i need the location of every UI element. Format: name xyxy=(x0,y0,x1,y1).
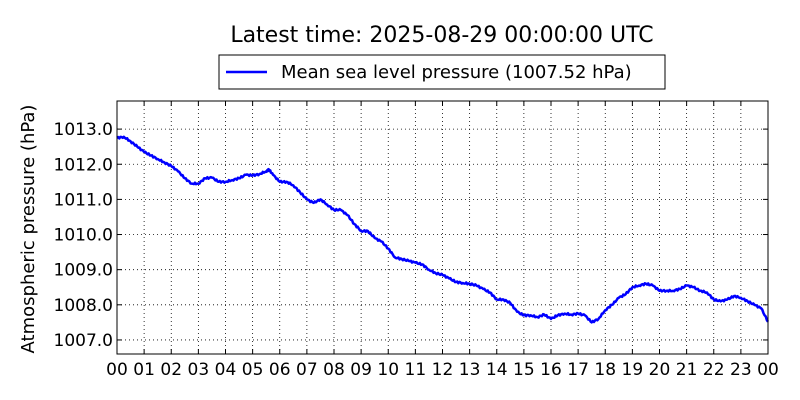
ticks xyxy=(116,101,769,354)
plot-frame xyxy=(116,100,769,355)
x-tick-label: 07 xyxy=(296,360,318,380)
x-tick-label: 16 xyxy=(540,360,562,380)
x-tick-label: 12 xyxy=(432,360,454,380)
x-tick-label: 22 xyxy=(703,360,725,380)
x-tick-label: 15 xyxy=(513,360,535,380)
chart-title: Latest time: 2025-08-29 00:00:00 UTC xyxy=(230,23,653,48)
y-tick-label: 1008.0 xyxy=(54,296,113,316)
x-tick-label: 13 xyxy=(459,360,481,380)
x-tick-label: 19 xyxy=(622,360,644,380)
series-line-mean-sea-level-pressure xyxy=(116,135,770,324)
x-tick-label: 02 xyxy=(160,360,182,380)
x-tick-label: 00 xyxy=(106,360,128,380)
legend: Mean sea level pressure (1007.52 hPa) xyxy=(218,54,666,90)
y-axis-label: Atmospheric pressure (hPa) xyxy=(18,105,39,354)
x-tick-label: 11 xyxy=(405,360,427,380)
x-tick-label: 06 xyxy=(269,360,291,380)
y-tick-label: 1011.0 xyxy=(54,190,113,210)
tick-labels: 00 01 02 03 04 05 06 07 08 09 10 11 12 13 14 15 16 17 18 19… xyxy=(54,120,779,380)
legend-entry-label: Mean sea level pressure (1007.52 hPa) xyxy=(281,62,632,83)
x-tick-label: 14 xyxy=(486,360,508,380)
x-tick-label: 03 xyxy=(188,360,210,380)
x-tick-label: 00 xyxy=(757,360,779,380)
x-tick-label: 10 xyxy=(377,360,399,380)
y-tick-label: 1007.0 xyxy=(54,331,113,351)
x-tick-label: 20 xyxy=(649,360,671,380)
y-tick-label: 1010.0 xyxy=(54,226,113,246)
x-tick-label: 01 xyxy=(133,360,155,380)
x-tick-label: 08 xyxy=(323,360,345,380)
grid xyxy=(117,101,768,354)
y-tick-label: 1009.0 xyxy=(54,261,113,281)
x-tick-label: 21 xyxy=(676,360,698,380)
x-tick-label: 18 xyxy=(594,360,616,380)
legend-frame xyxy=(218,54,666,90)
x-tick-label: 09 xyxy=(350,360,372,380)
y-tick-label: 1012.0 xyxy=(54,155,113,175)
x-tick-label: 05 xyxy=(242,360,264,380)
y-tick-label: 1013.0 xyxy=(54,120,113,140)
x-tick-label: 17 xyxy=(567,360,589,380)
x-tick-label: 23 xyxy=(730,360,752,380)
x-tick-label: 04 xyxy=(215,360,237,380)
